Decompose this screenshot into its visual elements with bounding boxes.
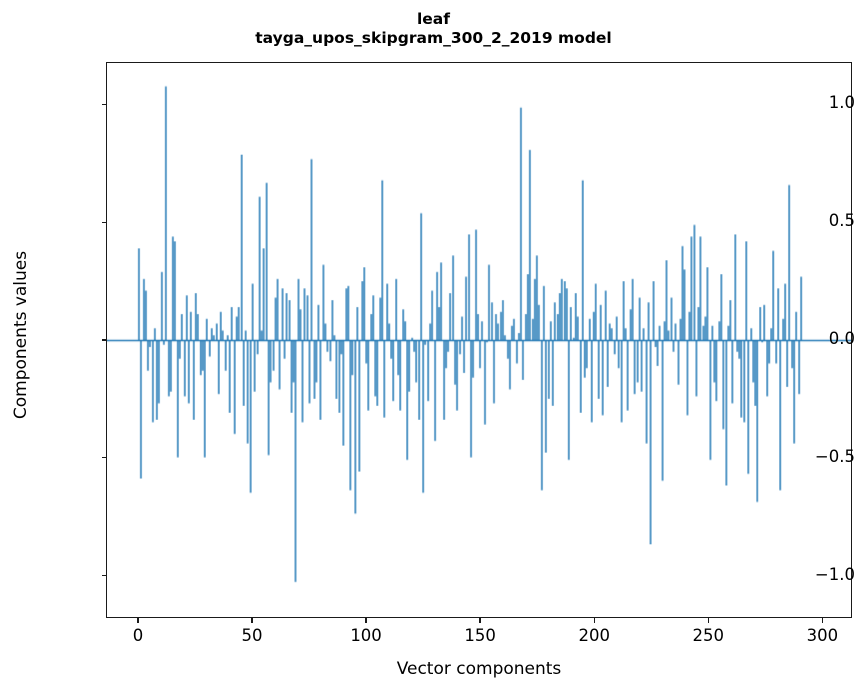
bar-series-canvas — [107, 63, 851, 617]
x-tick-mark — [821, 618, 823, 623]
chart-title: leaf tayga_upos_skipgram_300_2_2019 mode… — [0, 10, 867, 48]
y-tick-mark — [101, 221, 106, 223]
chart-title-line-1: leaf — [416, 10, 451, 28]
x-tick-mark — [479, 618, 481, 623]
y-tick-mark — [101, 457, 106, 459]
y-tick-mark — [101, 103, 106, 106]
chart-title-line-2: tayga_upos_skipgram_300_2_2019 model — [255, 29, 612, 47]
x-tick-mark — [251, 618, 253, 623]
y-tick-mark — [101, 339, 106, 341]
y-tick-label: 0.0 — [828, 329, 855, 348]
y-axis-label: Components values — [11, 250, 31, 420]
x-tick-label: 150 — [464, 626, 496, 645]
y-tick-label: 1.0 — [828, 93, 855, 113]
x-tick-label: 250 — [692, 626, 725, 645]
x-tick-label: 50 — [241, 626, 263, 645]
plot-area — [106, 62, 852, 618]
x-tick-label: 300 — [806, 626, 839, 645]
y-tick-mark — [101, 574, 106, 577]
x-tick-label: 0 — [132, 626, 144, 645]
x-tick-mark — [593, 618, 595, 623]
y-tick-label: −0.5 — [814, 446, 855, 466]
x-tick-label: 100 — [350, 626, 382, 645]
y-tick-label: 0.5 — [828, 211, 855, 231]
x-tick-label: 200 — [578, 626, 610, 645]
x-axis-label: Vector components — [396, 659, 562, 679]
y-tick-label: −1.0 — [814, 564, 855, 584]
x-tick-mark — [365, 618, 367, 623]
x-tick-mark — [137, 618, 139, 623]
x-tick-mark — [707, 618, 709, 623]
